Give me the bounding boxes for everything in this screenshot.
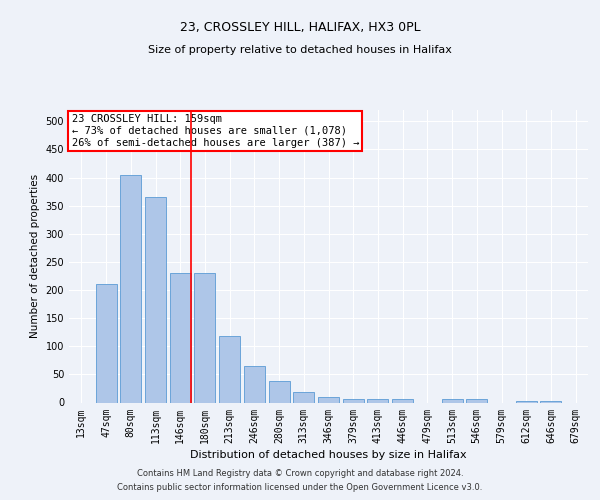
Bar [466,399,487,402]
Bar [343,399,364,402]
Text: 23 CROSSLEY HILL: 159sqm
← 73% of detached houses are smaller (1,078)
26% of sem: 23 CROSSLEY HILL: 159sqm ← 73% of detach… [71,114,359,148]
Bar [442,399,463,402]
Bar [244,366,265,403]
X-axis label: Distribution of detached houses by size in Halifax: Distribution of detached houses by size … [190,450,467,460]
Bar [170,273,191,402]
Text: Contains HM Land Registry data © Crown copyright and database right 2024.: Contains HM Land Registry data © Crown c… [137,470,463,478]
Bar [219,336,240,402]
Text: Contains public sector information licensed under the Open Government Licence v3: Contains public sector information licen… [118,483,482,492]
Bar [293,392,314,402]
Bar [318,397,339,402]
Bar [145,197,166,402]
Bar [194,273,215,402]
Text: 23, CROSSLEY HILL, HALIFAX, HX3 0PL: 23, CROSSLEY HILL, HALIFAX, HX3 0PL [179,21,421,34]
Text: Size of property relative to detached houses in Halifax: Size of property relative to detached ho… [148,45,452,55]
Y-axis label: Number of detached properties: Number of detached properties [30,174,40,338]
Bar [269,381,290,402]
Bar [120,174,141,402]
Bar [95,284,116,403]
Bar [392,399,413,402]
Bar [367,399,388,402]
